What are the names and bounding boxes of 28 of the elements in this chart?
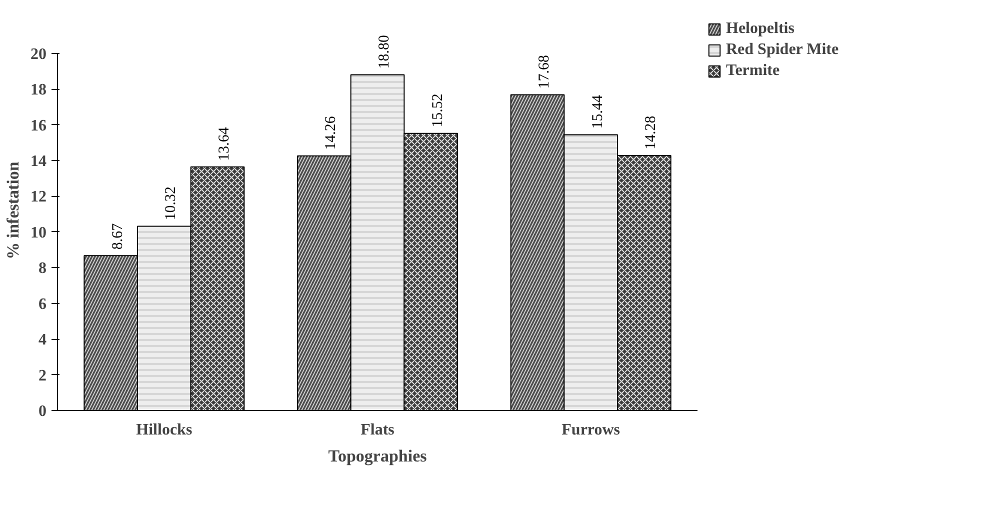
- y-tick-label: 6: [38, 296, 46, 313]
- y-tick-label: 2: [38, 367, 46, 384]
- data-label: 15.44: [590, 94, 606, 129]
- legend-label: Termite: [726, 62, 780, 80]
- data-label: 10.32: [163, 186, 180, 220]
- x-tick-label: Furrows: [562, 422, 620, 438]
- legend-label: Helopeltis: [726, 20, 794, 38]
- y-axis-title: % infestation: [4, 161, 22, 260]
- data-label: 14.26: [323, 116, 340, 150]
- legend-label: Red Spider Mite: [726, 41, 839, 59]
- data-label: 14.28: [643, 116, 660, 150]
- x-tick-label: Flats: [360, 422, 394, 438]
- y-tick-label: 10: [30, 224, 46, 242]
- x-tick-label: Hillocks: [136, 422, 192, 438]
- x-axis-title: Topographies: [328, 446, 428, 466]
- y-tick-label: 12: [30, 188, 46, 206]
- data-label: 8.67: [110, 222, 126, 250]
- data-label: 13.64: [216, 126, 232, 161]
- y-tick-label: 8: [38, 260, 46, 278]
- data-label: 15.52: [430, 94, 446, 128]
- y-tick-label: 16: [30, 117, 46, 134]
- data-label: 17.68: [536, 55, 552, 89]
- y-tick-label: 20: [30, 46, 46, 63]
- y-tick-label: 4: [38, 332, 46, 349]
- data-label: 18.80: [376, 35, 392, 69]
- y-tick-label: 14: [30, 153, 46, 170]
- y-tick-label: 18: [30, 82, 46, 99]
- y-tick-label: 0: [38, 403, 46, 420]
